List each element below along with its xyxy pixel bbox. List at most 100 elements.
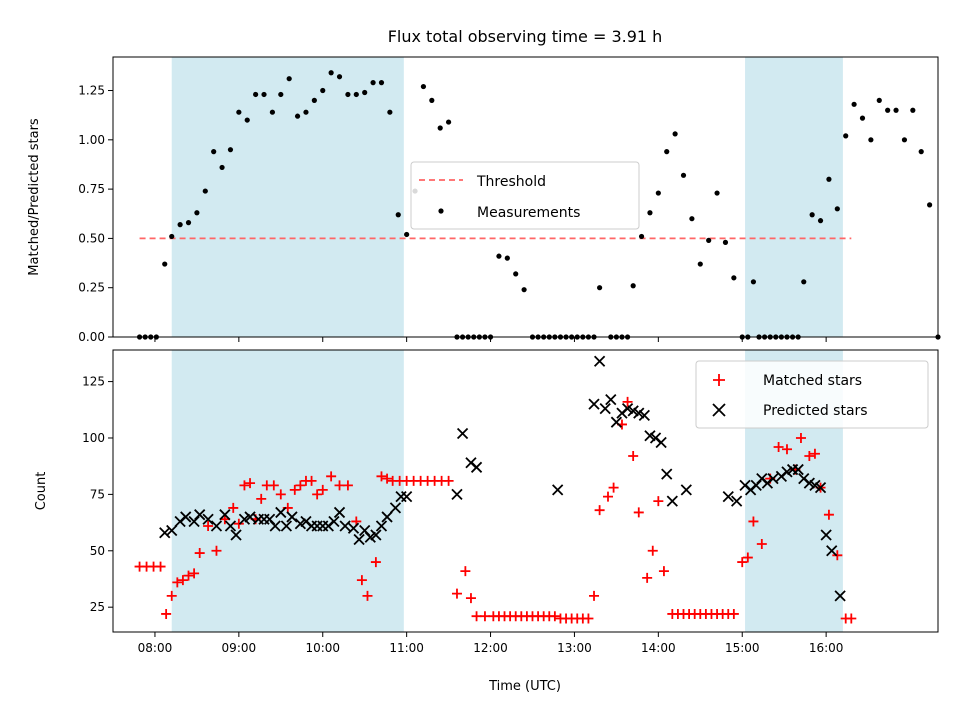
measurement-point [269,109,276,115]
matched-star-point [376,471,387,482]
top-y-tick-label: 0.50 [78,231,105,245]
top-y-tick-label: 0.75 [78,182,105,196]
matched-star-point [589,590,600,601]
predicted-star-point [610,416,623,428]
predicted-star-point [166,524,178,537]
measurement-point [336,74,343,80]
predicted-stars-points [159,355,846,602]
matched-star-point [608,482,619,493]
matched-star-point [451,588,462,599]
top-panel: 0.00 0.25 0.50 0.75 1.00 1.25 Matched/Predict… [27,56,941,344]
measurement-point [177,222,183,228]
matched-star-point [846,613,857,624]
matched-star-point [603,491,613,502]
x-tick-label: 08:00 [138,641,173,655]
x-tick-label: 09:00 [222,641,257,655]
measurement-point [731,275,737,281]
measurement-point [261,91,267,98]
bottom-y-tick-label: 50 [90,544,105,558]
measurement-point [211,149,217,155]
bottom-legend-box [695,360,929,429]
predicted-star-point [834,590,846,602]
matched-star-point [342,480,353,491]
predicted-star-point [470,461,483,473]
measurement-legend-label: Measurements [477,205,580,221]
measurement-point [362,89,368,96]
predicted-legend-label: Predicted stars [763,403,868,419]
x-tick-label: 15:00 [725,641,760,655]
bottom-panel: 25 50 75 100 125 08:00 09:00 10:00 11:00 12:00 13… [34,349,939,694]
matched-star-point [161,608,172,619]
measurement-point [303,109,309,115]
measurement-point [826,176,832,182]
matched-stars-points [134,396,857,624]
measurement-point [876,97,882,103]
predicted-star-point [389,502,402,514]
bottom-y-tick-label: 125 [82,375,105,389]
threshold-legend-label: Threshold [476,174,546,190]
measurement-point [901,137,908,143]
measurement-point [521,287,527,293]
measurement-point [809,212,815,218]
measurement-point [278,91,284,98]
measurement-point [437,125,443,131]
measurement-point [404,231,410,238]
chart-title: Flux total observing time = 3.91 h [388,27,663,46]
measurement-point [169,233,175,240]
measurement-point [672,131,678,137]
predicted-star-point [731,495,743,507]
matched-star-point [295,480,306,491]
measurement-point [378,80,385,86]
matched-legend-swatch [713,374,725,386]
bottom-legend: Matched stars Predicted stars [695,360,929,429]
predicted-star-point [244,511,256,523]
measurement-point [655,190,661,196]
matched-star-point [443,475,454,486]
matched-star-point [189,568,200,579]
x-tick-label: 13:00 [557,641,592,655]
measurement-point [236,109,242,115]
x-tick-label: 11:00 [389,641,424,655]
matched-star-point [233,518,244,529]
predicted-star-point [269,520,281,532]
predicted-star-point [339,520,351,532]
matched-star-point [326,471,337,482]
matched-star-point [256,493,267,504]
measurement-point [638,233,645,240]
measurement-point [918,149,924,155]
measurement-point [910,107,916,113]
top-legend: Threshold Measurements [410,161,640,230]
matched-star-point [306,475,317,486]
predicted-star-point [353,533,365,546]
matched-star-point [245,478,256,489]
measurement-point [294,113,301,119]
measurement-point [311,97,317,103]
top-legend-box [410,161,640,230]
measurement-point [353,91,359,98]
measurement-point [647,210,653,216]
matched-star-point [155,561,166,572]
measurement-point [714,190,720,196]
predicted-star-point [219,509,231,521]
matched-star-point [382,473,393,484]
measurement-point [513,271,519,277]
matched-star-point [362,590,373,601]
measurement-point [370,80,376,86]
predicted-star-point [347,522,360,534]
measurement-point [227,147,234,153]
predicted-star-point [680,484,692,496]
predicted-star-point [767,472,779,485]
predicted-star-point [401,491,413,503]
predicted-star-point [280,520,293,532]
matched-star-point [211,545,222,556]
measurement-point [286,76,292,82]
top-y-tick-label: 1.00 [78,133,105,147]
matched-star-point [748,516,759,527]
measurement-point [219,164,225,171]
measurement-point [395,212,401,218]
predicted-star-point [224,520,237,532]
matched-star-point [809,448,820,459]
predicted-star-point [202,513,214,525]
predicted-star-point [599,403,611,415]
bottom-y-tick-label: 75 [90,487,105,501]
